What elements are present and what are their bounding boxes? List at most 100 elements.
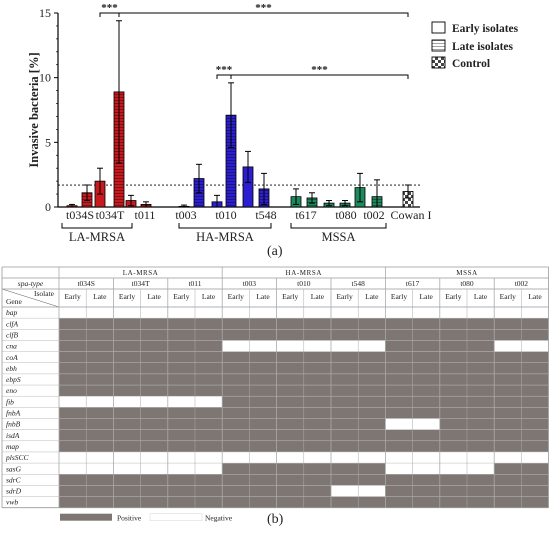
table-cell-positive: [385, 362, 413, 374]
table-cell-positive: [358, 385, 386, 397]
legend-swatch-checker: [431, 56, 446, 69]
table-cell-positive: [222, 362, 250, 374]
table-cell-positive: [113, 418, 141, 430]
table-cell-positive: [167, 329, 195, 341]
table-gene-label: sasG: [6, 464, 22, 473]
table-cell-positive: [467, 474, 495, 486]
table-cell-positive: [521, 318, 549, 330]
table-cell-positive: [303, 396, 331, 408]
table-cell-positive: [86, 474, 114, 486]
table-cell-positive: [303, 474, 331, 486]
table-cell-positive: [303, 318, 331, 330]
table-spa-type: t548: [352, 279, 366, 288]
table-isolate-label: Late: [420, 292, 434, 301]
table-cell-positive: [385, 440, 413, 452]
table-cell-positive: [358, 362, 386, 374]
table-cell-positive: [113, 329, 141, 341]
table-group-header: LA-MRSA: [123, 269, 159, 277]
table-cell-positive: [195, 474, 223, 486]
table-cell-positive: [521, 373, 549, 386]
table-cell-positive: [113, 407, 141, 419]
table-cell-positive: [195, 418, 223, 430]
table-cell-positive: [167, 385, 195, 397]
table-gene-label: fnbB: [6, 420, 21, 429]
table-cell-positive: [358, 463, 386, 475]
table-cell-positive: [222, 474, 250, 486]
table-cell-positive: [494, 496, 522, 508]
table-cell-positive: [467, 396, 495, 408]
table-cell-positive: [303, 418, 331, 430]
table-cell-positive: [222, 318, 250, 330]
table-cell-positive: [167, 407, 195, 419]
table-cell-positive: [385, 485, 413, 497]
table-cell-positive: [331, 463, 359, 475]
table-cell-positive: [86, 440, 114, 452]
table-cell-positive: [113, 429, 141, 441]
group-bracket-la-mrsa: [61, 223, 133, 229]
significance-label: ***: [255, 2, 272, 14]
table-cell-positive: [59, 407, 87, 419]
table-cell-positive: [358, 496, 386, 508]
significance-bracket: [230, 74, 409, 79]
table-cell-positive: [303, 496, 331, 508]
table-cell-positive: [276, 318, 304, 330]
table-cell-positive: [412, 318, 440, 330]
table-isolate-label: Late: [202, 292, 216, 301]
table-gene-label: clfB: [6, 330, 18, 339]
table-gene-label: ebh: [6, 364, 17, 373]
table-cell-positive: [113, 385, 141, 397]
table-cell-positive: [303, 373, 331, 386]
table-cell-positive: [412, 474, 440, 486]
table-cell-positive: [331, 429, 359, 441]
table-isolate-label: Late: [365, 292, 379, 301]
table-cell-positive: [494, 485, 522, 497]
table-cell-positive: [521, 362, 549, 374]
table-cell-positive: [140, 485, 168, 497]
table-isolate-label: Early: [64, 292, 80, 301]
table-cell-positive: [439, 318, 467, 330]
x-tick-label: t034T: [96, 208, 125, 222]
table-cell-positive: [222, 351, 250, 363]
table-cell-positive: [113, 340, 141, 352]
table-cell-positive: [521, 351, 549, 363]
table-cell-positive: [385, 474, 413, 486]
table-gene-label: eno: [6, 386, 17, 395]
table-cell-positive: [167, 362, 195, 374]
table-cell-positive: [222, 418, 250, 430]
table-cell-positive: [303, 385, 331, 397]
table-cell-positive: [494, 418, 522, 430]
table-cell-positive: [521, 440, 549, 452]
table-isolate-label: Early: [391, 292, 407, 301]
table-cell-positive: [494, 351, 522, 363]
table-cell-positive: [276, 385, 304, 397]
table-cell-positive: [195, 318, 223, 330]
table-cell-positive: [140, 385, 168, 397]
group-label-la-mrsa: LA-MRSA: [69, 230, 125, 244]
table-cell-positive: [59, 373, 87, 386]
table-isolate-label: Late: [528, 292, 542, 301]
table-cell-positive: [331, 396, 359, 408]
table-isolate-label: Late: [148, 292, 162, 301]
table-cell-positive: [222, 463, 250, 475]
y-tick-label: 5: [45, 135, 51, 149]
table-cell-positive: [412, 485, 440, 497]
table-gene-label: map: [6, 442, 19, 451]
table-cell-positive: [167, 351, 195, 363]
table-group-header: MSSA: [456, 269, 477, 277]
table-cell-positive: [86, 351, 114, 363]
table-cell-positive: [249, 362, 277, 374]
table-cell-positive: [467, 318, 495, 330]
table-cell-positive: [521, 463, 549, 475]
table-cell-positive: [140, 351, 168, 363]
table-cell-positive: [249, 429, 277, 441]
table-cell-positive: [412, 351, 440, 363]
table-cell-positive: [222, 407, 250, 419]
chart-annotations: *** *** *** ***: [99, 2, 409, 79]
table-cell-positive: [167, 373, 195, 386]
table-cell-positive: [439, 396, 467, 408]
table-cell-positive: [59, 351, 87, 363]
table-gene-label: bap: [6, 308, 18, 317]
table-gene-label: sdrC: [6, 475, 22, 484]
table-isolate-label: Late: [256, 292, 270, 301]
table-cell-positive: [86, 340, 114, 352]
